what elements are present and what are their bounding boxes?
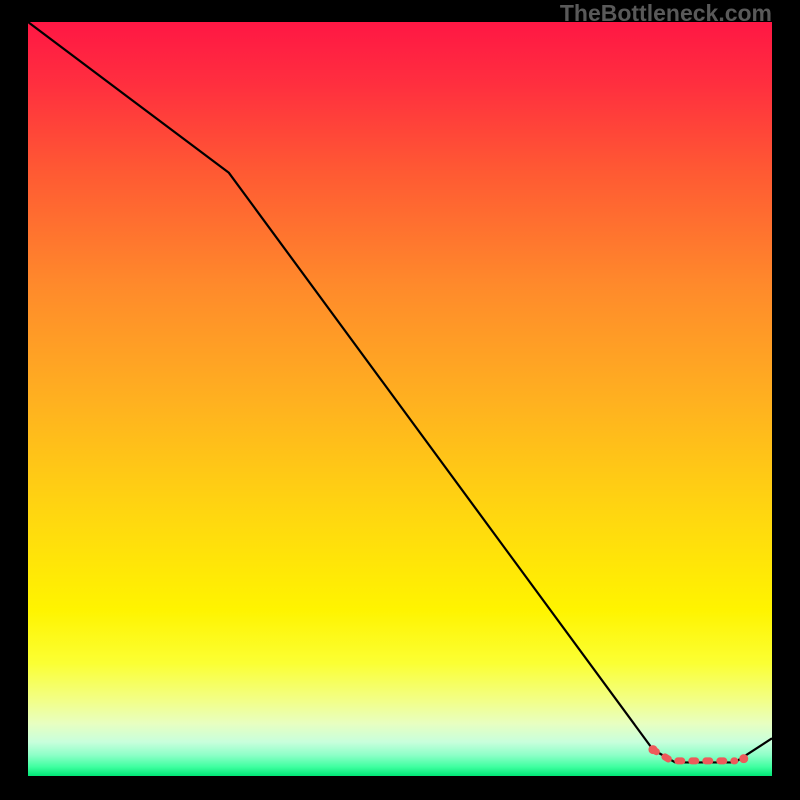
watermark-text: TheBottleneck.com — [560, 0, 772, 27]
bottleneck-chart — [0, 0, 800, 800]
optimal-range-start-marker — [648, 745, 657, 754]
optimal-range-end-marker — [739, 754, 748, 763]
chart-canvas: TheBottleneck.com — [0, 0, 800, 800]
plot-background — [28, 22, 772, 776]
